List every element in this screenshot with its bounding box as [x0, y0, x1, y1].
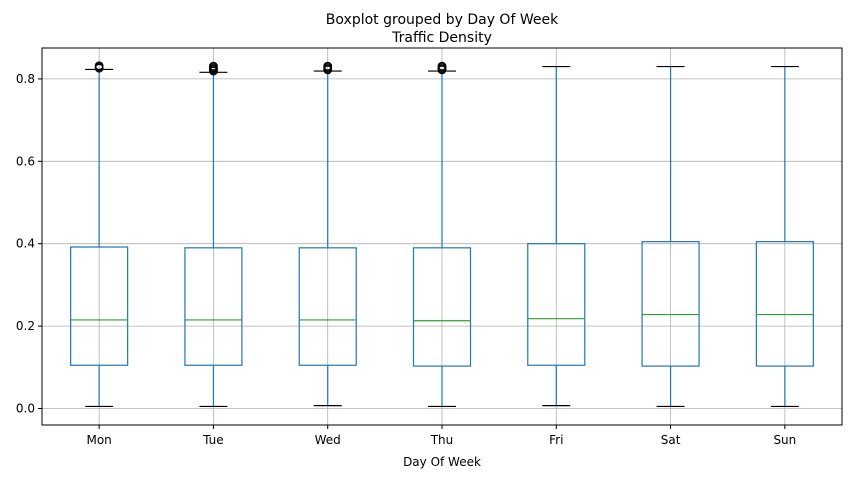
y-tick-label-1: 0.2: [16, 319, 35, 333]
x-tick-label-tue: Tue: [202, 433, 224, 447]
box-sat: [641, 241, 700, 367]
x-tick-label-wed: Wed: [315, 433, 341, 447]
y-tick-label-2: 0.4: [16, 237, 35, 251]
box-mon: [70, 246, 129, 366]
x-tick-label-mon: Mon: [86, 433, 111, 447]
box-tue: [184, 247, 243, 366]
flier-tue-4: [209, 61, 218, 71]
box-sun: [755, 241, 814, 367]
x-tick-label-sat: Sat: [661, 433, 681, 447]
flier-mon-2: [94, 61, 104, 71]
y-tick-label-3: 0.6: [16, 154, 35, 168]
flier-wed-3: [323, 61, 333, 71]
y-tick-label-0: 0.0: [16, 402, 35, 416]
box-wed: [298, 247, 357, 366]
x-tick-label-thu: Thu: [430, 433, 454, 447]
x-axis-label: Day Of Week: [403, 455, 481, 469]
y-tick-label-4: 0.8: [16, 72, 35, 86]
box-fri: [527, 243, 586, 366]
box-layer: [70, 61, 814, 408]
flier-thu-3: [437, 61, 447, 71]
chart-title: Traffic Density: [391, 30, 492, 46]
box-thu: [412, 247, 472, 367]
chart-suptitle: Boxplot grouped by Day Of Week: [326, 12, 559, 28]
x-tick-label-fri: Fri: [549, 433, 563, 447]
x-tick-label-sun: Sun: [773, 433, 796, 447]
tick-layer: 0.0 0.2 0.4 0.6 0.8 Mon Tue Wed Thu Fri Sat Sun: [16, 72, 796, 447]
